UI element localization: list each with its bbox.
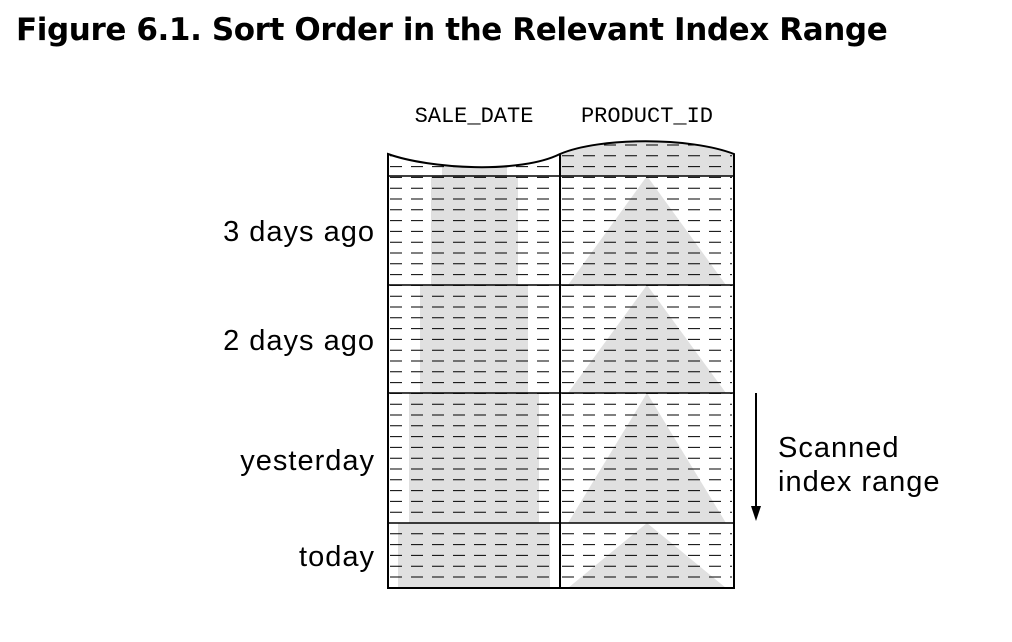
scan-annotation-line-2: index range <box>778 466 941 498</box>
scan-arrow <box>751 393 761 521</box>
column-header-sale-date: SALE_DATE <box>415 104 534 129</box>
row-label-2-days-ago: 2 days ago <box>223 325 375 357</box>
row-label-3-days-ago: 3 days ago <box>223 216 375 248</box>
figure-title: Figure 6.1. Sort Order in the Relevant I… <box>16 12 888 48</box>
row-label-today: today <box>299 541 375 573</box>
scan-annotation-line-1: Scanned <box>778 432 900 464</box>
sale-date-shading <box>398 141 550 588</box>
index-outline <box>387 140 735 589</box>
column-header-product-id: PRODUCT_ID <box>581 104 713 129</box>
row-dividers <box>388 175 734 524</box>
row-label-yesterday: yesterday <box>240 445 375 477</box>
